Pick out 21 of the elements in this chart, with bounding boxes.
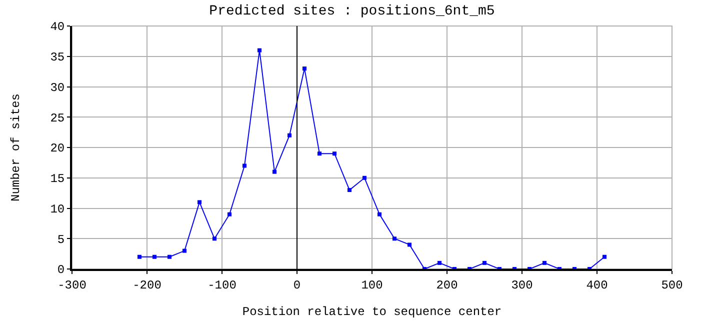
chart-title: Predicted sites : positions_6nt_m5 (209, 4, 495, 20)
y-tick-label: 40 (50, 20, 65, 34)
x-tick-label: 400 (586, 278, 608, 292)
x-tick-label: 500 (661, 278, 683, 292)
y-tick-label: 35 (50, 50, 65, 65)
x-tick-label: 100 (361, 278, 383, 292)
x-tick-label: 300 (511, 278, 533, 292)
x-tick-label: 200 (436, 278, 458, 292)
y-tick-label: 10 (50, 202, 65, 216)
x-tick-label: -300 (58, 278, 86, 292)
y-tick-label: 25 (50, 111, 65, 126)
x-tick-label: -100 (208, 278, 236, 292)
x-axis-title: Position relative to sequence center (242, 304, 502, 319)
y-axis-title: Number of sites (8, 93, 23, 202)
x-tick-label: -200 (132, 278, 162, 292)
y-tick-label: 5 (57, 232, 65, 247)
y-tick-label: 0 (57, 263, 65, 278)
y-tick-label: 15 (50, 172, 65, 186)
x-tick-label: 0 (293, 278, 301, 292)
y-tick-label: 20 (50, 142, 65, 156)
y-tick-label: 30 (50, 80, 65, 95)
